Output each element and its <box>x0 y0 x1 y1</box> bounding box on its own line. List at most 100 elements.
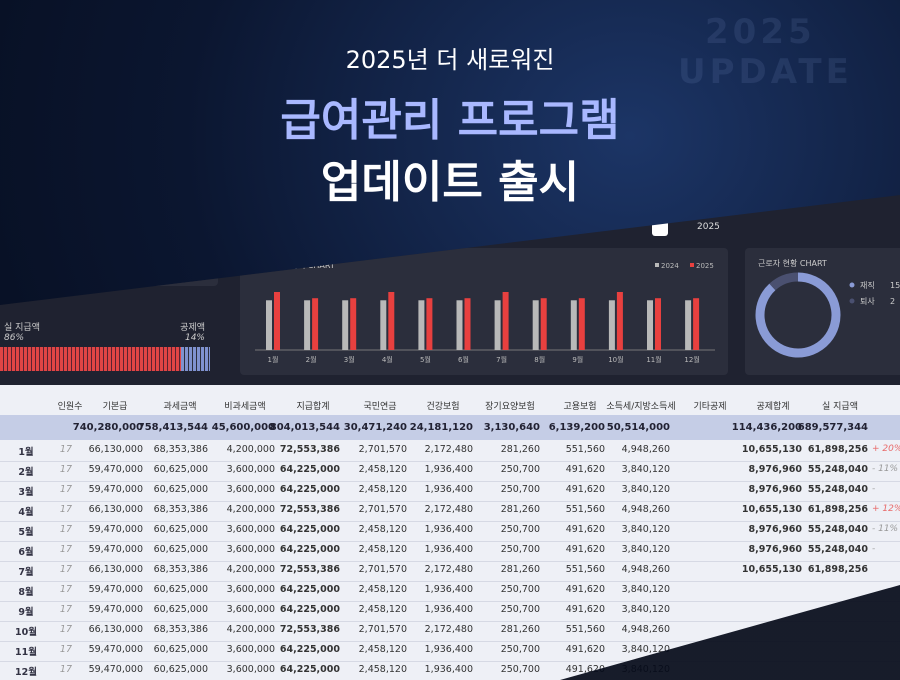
bar <box>456 300 463 350</box>
cell: 68,353,386 <box>153 564 208 575</box>
cell: 250,700 <box>500 604 540 615</box>
bar <box>502 292 509 350</box>
column-header: 건강보험 <box>426 402 460 412</box>
row-label: 7월 <box>18 567 34 578</box>
bar <box>380 300 387 350</box>
cell: 3,600,000 <box>226 464 275 475</box>
row-label: 1월 <box>18 447 34 458</box>
cell: 2,172,480 <box>424 504 473 515</box>
cell: 64,225,000 <box>279 484 340 495</box>
change: + 12% <box>872 504 900 514</box>
cell: 64,225,000 <box>279 524 340 535</box>
cell: 3,600,000 <box>226 484 275 495</box>
cell: 59,470,000 <box>88 604 143 615</box>
row-label: 8월 <box>18 587 34 598</box>
cell: 4,948,260 <box>621 504 670 515</box>
cell: 8,976,960 <box>748 524 803 535</box>
pay-bar <box>0 347 181 371</box>
x-tick-label: 2월 <box>306 355 317 364</box>
cell: 3,840,120 <box>621 484 670 495</box>
cell: 1,936,400 <box>424 544 473 555</box>
cell: 55,248,040 <box>807 544 868 555</box>
bar <box>312 298 319 350</box>
x-tick-label: 12월 <box>684 355 699 364</box>
cell: 1,936,400 <box>424 484 473 495</box>
bar <box>274 292 280 350</box>
donut-slice <box>769 272 799 291</box>
cell: 64,225,000 <box>279 584 340 595</box>
x-tick-label: 1월 <box>268 355 279 364</box>
cell: 250,700 <box>500 464 540 475</box>
cell: 2,458,120 <box>358 484 407 495</box>
cell: 61,898,256 <box>807 444 868 455</box>
cell: 281,260 <box>500 444 540 455</box>
cell: 17 <box>59 464 72 475</box>
cell: 60,625,000 <box>153 524 208 535</box>
change: + 20% <box>872 444 900 454</box>
year: 2025 <box>697 222 720 232</box>
legend-value: 2 <box>890 297 895 306</box>
bg-text: UPDATE <box>678 52 853 92</box>
total-cell: 689,577,344 <box>797 422 868 433</box>
cell: 2,172,480 <box>424 444 473 455</box>
cell: 3,600,000 <box>226 604 275 615</box>
x-tick-label: 10월 <box>608 355 623 364</box>
cell: 1,936,400 <box>424 464 473 475</box>
bar <box>388 292 395 350</box>
column-header: 국민연금 <box>363 402 397 412</box>
cell: 1,936,400 <box>424 584 473 595</box>
change: - 11% <box>872 464 899 474</box>
total-cell: 50,514,000 <box>606 422 670 433</box>
bar <box>418 300 425 350</box>
cell: 64,225,000 <box>279 644 340 655</box>
cell: 4,200,000 <box>226 564 275 575</box>
bar <box>540 298 547 350</box>
cell: 68,353,386 <box>153 504 208 515</box>
row-label: 10월 <box>15 627 37 638</box>
change: - <box>872 544 876 554</box>
cell: 60,625,000 <box>153 464 208 475</box>
cell: 60,625,000 <box>153 644 208 655</box>
cell: 551,560 <box>565 444 605 455</box>
label: 실 지급액 <box>4 323 40 333</box>
cell: 61,898,256 <box>807 564 868 575</box>
row-label: 4월 <box>18 507 34 518</box>
row-line <box>0 481 900 482</box>
value-label: 14% <box>184 333 205 343</box>
bar <box>693 298 700 350</box>
cell: 281,260 <box>500 504 540 515</box>
row-line <box>0 501 900 502</box>
cell: 59,470,000 <box>88 644 143 655</box>
cell: 64,225,000 <box>279 544 340 555</box>
cell: 3,600,000 <box>226 644 275 655</box>
cell: 17 <box>59 664 72 675</box>
cell: 68,353,386 <box>153 624 208 635</box>
legend-value: 15 <box>890 281 900 290</box>
cell: 3,600,000 <box>226 544 275 555</box>
column-header: 과세금액 <box>163 402 197 412</box>
cell: 17 <box>59 544 72 555</box>
cell: 491,620 <box>565 524 605 535</box>
cell: 3,600,000 <box>226 664 275 675</box>
row-line <box>0 461 900 462</box>
total-cell: 6,139,200 <box>548 422 605 433</box>
legend-label: 재직 <box>860 280 875 290</box>
column-header: 공제합계 <box>756 402 790 412</box>
cell: 2,701,570 <box>358 624 407 635</box>
cell: 8,976,960 <box>748 464 803 475</box>
cell: 61,898,256 <box>807 504 868 515</box>
cell: 3,840,120 <box>621 544 670 555</box>
cell: 491,620 <box>565 664 605 675</box>
cell: 2,458,120 <box>358 464 407 475</box>
cell: 491,620 <box>565 544 605 555</box>
cell: 17 <box>59 564 72 575</box>
cell: 17 <box>59 604 72 615</box>
x-tick-label: 8월 <box>534 355 545 364</box>
cell: 17 <box>59 504 72 515</box>
cell: 491,620 <box>565 604 605 615</box>
cell: 72,553,386 <box>279 504 340 515</box>
legend-label: 퇴사 <box>860 297 875 306</box>
row-line <box>0 641 900 642</box>
x-tick-label: 6월 <box>458 355 469 364</box>
